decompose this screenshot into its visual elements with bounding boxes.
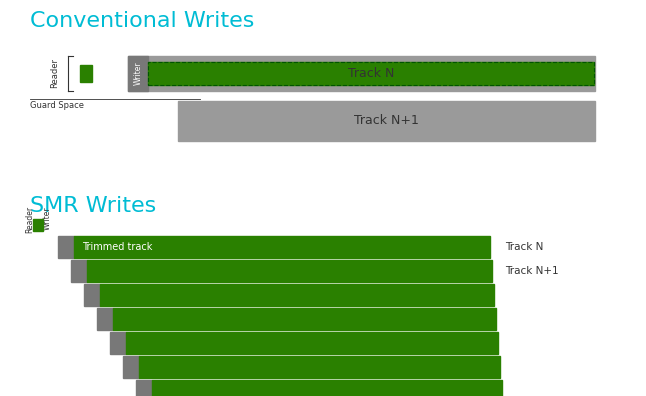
Text: Track N+1: Track N+1: [505, 266, 559, 276]
Bar: [126, 332, 498, 354]
Bar: [113, 308, 496, 330]
Bar: [123, 356, 139, 378]
Text: Reader: Reader: [50, 59, 59, 88]
Bar: [128, 56, 148, 91]
Text: Track N: Track N: [348, 67, 394, 80]
Text: Guard Space: Guard Space: [30, 101, 84, 110]
Bar: [100, 284, 494, 306]
Bar: [84, 284, 100, 306]
Bar: [178, 101, 595, 141]
Text: Writer: Writer: [43, 206, 52, 230]
Text: Conventional Writes: Conventional Writes: [30, 11, 255, 31]
Bar: [136, 380, 152, 396]
Bar: [58, 236, 74, 258]
Bar: [97, 308, 113, 330]
Bar: [80, 65, 92, 82]
Bar: [71, 260, 87, 282]
Bar: [87, 260, 492, 282]
Text: SMR Writes: SMR Writes: [30, 196, 156, 216]
Bar: [148, 62, 594, 85]
Bar: [110, 332, 126, 354]
Bar: [74, 236, 490, 258]
Bar: [139, 356, 500, 378]
Bar: [128, 56, 595, 91]
Text: Writer: Writer: [134, 62, 143, 85]
Text: Track N+1: Track N+1: [354, 114, 419, 128]
Bar: [148, 62, 594, 85]
Bar: [152, 380, 502, 396]
Text: Trimmed track: Trimmed track: [82, 242, 152, 252]
Bar: [33, 219, 43, 231]
Text: Reader: Reader: [25, 206, 34, 233]
Text: Track N: Track N: [505, 242, 543, 252]
